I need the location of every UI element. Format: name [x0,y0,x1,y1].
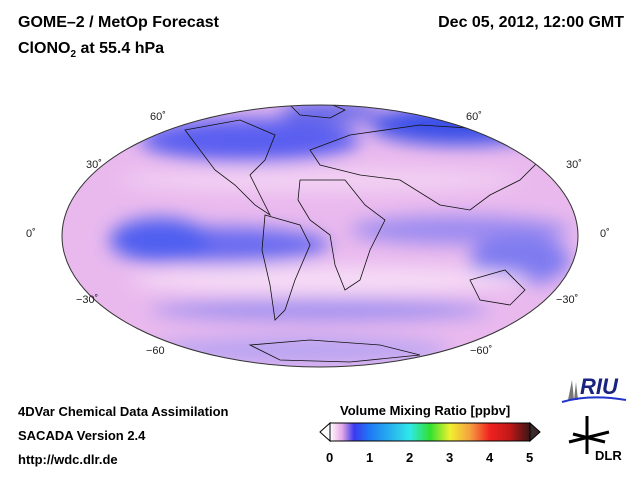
lat-label-right-0: 0˚ [600,228,610,240]
dlr-logo: DLR [565,412,635,468]
map-border [61,104,579,368]
lat-label-left-60: 60˚ [150,111,166,123]
footer-version: SACADA Version 2.4 [18,428,146,443]
dlr-logo-graphic [568,416,610,454]
species-name: ClONO [18,40,71,57]
lat-label-right-30: 30˚ [566,159,582,171]
species-subscript: 2 [70,49,77,61]
colorbar-title: Volume Mixing Ratio [ppbv] [340,403,511,418]
colorbar-tick-4: 4 [486,450,494,465]
product-title: GOME–2 / MetOp Forecast [18,14,219,31]
colorbar-tick-0: 0 [326,450,334,465]
coastlines [184,105,546,363]
pressure-level: at 55.4 hPa [76,40,165,57]
riu-logo-graphic [561,380,627,403]
colorbar [319,421,541,443]
lat-label-right-minus60: −60˚ [470,345,493,357]
species-label: ClONO2 at 55.4 hPa [18,40,164,60]
lat-label-left-0: 0˚ [26,228,36,240]
lat-label-right-60: 60˚ [466,111,482,123]
lat-label-left-minus30: −30˚ [76,294,99,306]
colorbar-gradient [329,422,531,442]
lat-label-right-minus30: −30˚ [556,294,579,306]
riu-logo-text: RIU [580,374,618,399]
riu-logo: RIU [560,374,630,406]
footer-url[interactable]: http://wdc.dlr.de [18,452,118,467]
colorbar-tick-5: 5 [526,450,534,465]
colorbar-max-arrow [529,421,541,443]
lat-label-left-minus60: −60 [146,345,165,357]
colorbar-tick-3: 3 [446,450,454,465]
clono2-field [62,105,578,367]
colorbar-tick-1: 1 [366,450,374,465]
lat-label-left-30: 30˚ [86,159,102,171]
dlr-logo-text: DLR [595,448,622,463]
colorbar-min-arrow [319,421,331,443]
footer-method: 4DVar Chemical Data Assimilation [18,404,229,419]
colorbar-tick-2: 2 [406,450,414,465]
forecast-datetime: Dec 05, 2012, 12:00 GMT [438,14,624,31]
